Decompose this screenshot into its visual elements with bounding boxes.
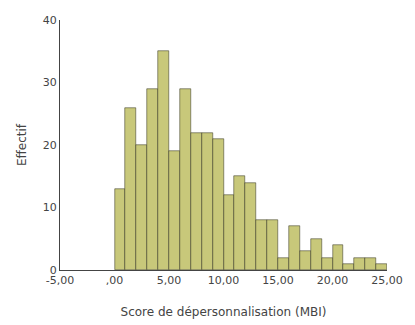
svg-text:40: 40 (43, 14, 57, 27)
svg-text:10,00: 10,00 (208, 274, 240, 287)
svg-text:-5,00: -5,00 (46, 274, 74, 287)
svg-text:Score de dépersonnalisation (M: Score de dépersonnalisation (MBI) (121, 305, 327, 319)
svg-text:Effectif: Effectif (15, 123, 29, 166)
svg-text:30: 30 (43, 76, 57, 89)
svg-text:25,00: 25,00 (371, 274, 403, 287)
svg-text:15,00: 15,00 (262, 274, 294, 287)
svg-text:,00: ,00 (106, 274, 124, 287)
svg-text:5,00: 5,00 (157, 274, 182, 287)
svg-text:10: 10 (43, 201, 57, 214)
svg-text:20,00: 20,00 (317, 274, 349, 287)
svg-text:20: 20 (43, 139, 57, 152)
svg-text:0: 0 (50, 264, 57, 277)
